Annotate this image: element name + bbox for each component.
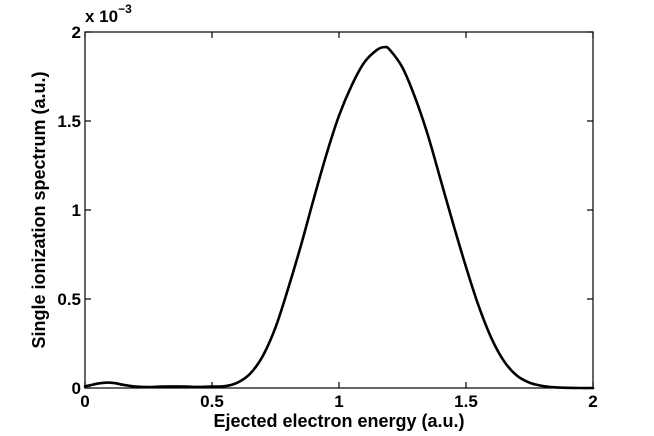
x-axis-label: Ejected electron energy (a.u.): [213, 411, 464, 431]
y-axis-label: Single ionization spectrum (a.u.): [29, 71, 49, 348]
y-tick-label: 1: [72, 201, 81, 220]
y-tick-label: 0.5: [57, 290, 81, 309]
x-tick-label: 0: [80, 392, 89, 411]
x-tick-label: 1: [334, 392, 343, 411]
x-axis-ticks: 0 0.5 1 1.5 2: [80, 32, 598, 411]
y-multiplier-base: x 10: [85, 7, 118, 26]
y-tick-label: 1.5: [57, 112, 81, 131]
y-multiplier-exponent: −3: [118, 2, 132, 16]
y-multiplier: x 10−3: [85, 2, 132, 26]
x-tick-label: 0.5: [200, 392, 224, 411]
spectrum-line: [83, 45, 595, 390]
y-tick-label: 2: [72, 23, 81, 42]
y-tick-label: 0: [72, 379, 81, 398]
x-tick-label: 1.5: [454, 392, 478, 411]
plot-area-frame: [84, 31, 594, 389]
y-axis-ticks: 0 0.5 1 1.5 2: [57, 23, 593, 398]
x-tick-label: 2: [588, 392, 597, 411]
